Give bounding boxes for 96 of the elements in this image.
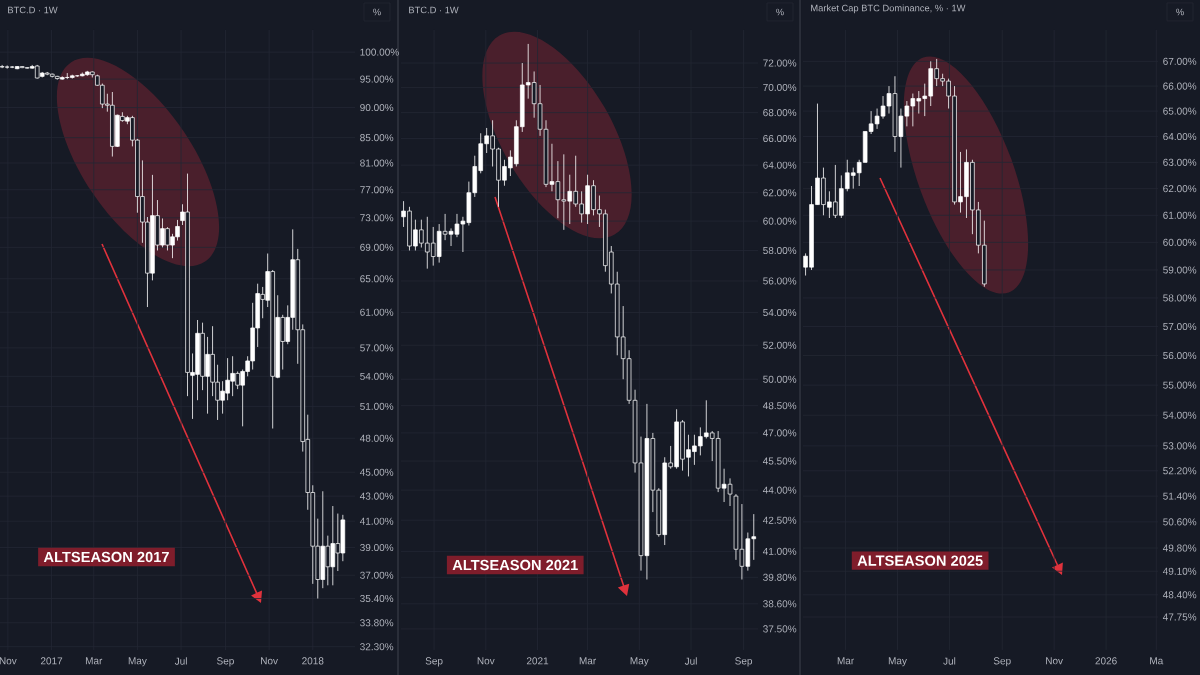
chart-title: BTC.D · 1W	[409, 6, 459, 14]
y-tick-label: 60.00%	[1163, 238, 1197, 246]
y-tick-label: 95.00%	[360, 75, 394, 83]
y-tick-label: 51.40%	[1163, 492, 1197, 500]
y-tick-label: 60.00%	[763, 217, 797, 225]
x-tick-label: May	[128, 657, 147, 667]
y-tick-label: 50.00%	[763, 375, 797, 383]
y-tick-label: 52.20%	[1163, 467, 1197, 475]
x-tick-label: Jul	[174, 657, 187, 665]
x-tick-label: Jul	[684, 657, 697, 665]
y-tick-label: 48.00%	[359, 434, 394, 442]
y-tick-label: 81.00%	[360, 159, 394, 167]
y-tick-label: 68.00%	[763, 109, 797, 117]
y-tick-label: 39.00%	[360, 543, 394, 552]
y-tick-label: 64.00%	[1163, 133, 1197, 141]
y-tick-label: 35.40%	[360, 594, 394, 603]
y-tick-label: 47.00%	[762, 429, 797, 437]
y-tick-label: 56.00%	[763, 277, 797, 285]
y-tick-label: 48.50%	[762, 402, 797, 410]
x-tick-label: Sep	[993, 657, 1011, 667]
y-tick-label: 56.00%	[1163, 352, 1197, 360]
y-tick-label: 67.00%	[1163, 57, 1197, 65]
chart-title: BTC.D · 1W	[8, 6, 58, 14]
y-tick-label: 90.00%	[360, 104, 394, 112]
y-tick-label: 49.10%	[1162, 567, 1197, 575]
annotation: ALTSEASON 2017	[43, 551, 169, 563]
y-tick-label: 63.00%	[1163, 158, 1197, 166]
y-tick-label: 39.80%	[763, 573, 797, 581]
x-tick-label: Nov	[261, 657, 278, 665]
y-tick-label: 32.30%	[360, 643, 394, 651]
y-tick-label: 54.00%	[763, 308, 797, 317]
y-tick-label: 69.00%	[360, 243, 394, 251]
y-tick-label: 45.50%	[762, 457, 797, 465]
y-tick-label: 37.50%	[763, 625, 797, 633]
y-tick-label: 62.00%	[1163, 185, 1197, 193]
y-tick-label: 48.40%	[1162, 591, 1197, 599]
x-tick-label: Sep	[735, 657, 753, 667]
y-tick-label: 58.00%	[1163, 294, 1197, 302]
x-tick-label: Nov	[477, 657, 495, 665]
chart-title: Market Cap BTC Dominance, % · 1W	[811, 4, 966, 14]
y-tick-label: 49.80%	[1162, 544, 1197, 552]
x-tick-label: Nov	[1046, 657, 1063, 665]
x-tick-label: May	[888, 657, 907, 667]
x-tick-label: 2026	[1095, 657, 1117, 665]
annotation: ALTSEASON 2025	[857, 555, 983, 566]
y-tick-label: 53.00%	[1163, 442, 1197, 450]
y-tick-label: 41.00%	[762, 547, 797, 555]
x-tick-label: 2018	[302, 657, 324, 665]
y-tick-label: 54.00%	[1163, 411, 1197, 419]
y-tick-label: 100.00%	[360, 48, 399, 56]
y-tick-label: 33.80%	[360, 619, 394, 627]
y-tick-label: 37.00%	[360, 571, 394, 579]
text: %	[1176, 8, 1184, 16]
y-tick-label: 47.75%	[1162, 613, 1197, 621]
y-tick-label: 55.00%	[1163, 381, 1197, 389]
y-tick-label: 61.00%	[360, 308, 394, 316]
text: %	[373, 8, 381, 16]
y-tick-label: 57.00%	[1163, 323, 1197, 331]
annotation: ALTSEASON 2021	[452, 559, 578, 571]
y-tick-label: 54.00%	[360, 372, 394, 380]
x-tick-label: 2017	[40, 657, 63, 665]
y-tick-label: 51.00%	[360, 402, 394, 410]
x-tick-label: May	[630, 657, 649, 667]
x-tick-label: Mar	[579, 657, 596, 665]
y-tick-label: 65.00%	[1163, 107, 1197, 115]
y-tick-label: 50.60%	[1163, 518, 1197, 526]
y-tick-label: 65.00%	[360, 275, 394, 283]
y-tick-label: 43.00%	[359, 492, 394, 500]
y-tick-label: 52.00%	[763, 341, 797, 349]
y-tick-label: 64.00%	[763, 161, 797, 169]
y-tick-label: 38.60%	[763, 600, 797, 608]
x-tick-label: Mar	[85, 657, 103, 665]
y-tick-label: 66.00%	[1163, 82, 1197, 90]
y-tick-label: 70.00%	[763, 83, 797, 92]
y-tick-label: 44.00%	[762, 486, 797, 494]
y-tick-label: 59.00%	[1163, 266, 1197, 274]
x-tick-label: Nov	[0, 657, 17, 665]
y-tick-label: 73.00%	[360, 214, 394, 222]
y-tick-label: 45.00%	[359, 468, 394, 476]
y-tick-label: 61.00%	[1163, 211, 1197, 219]
y-tick-label: 85.00%	[360, 134, 394, 142]
x-tick-label: Sep	[217, 657, 234, 667]
x-tick-label: Ma	[1150, 657, 1164, 665]
x-tick-label: Mar	[837, 657, 855, 665]
y-tick-label: 57.00%	[360, 344, 394, 352]
x-tick-label: Sep	[425, 657, 443, 667]
text: %	[776, 8, 784, 16]
y-tick-label: 62.00%	[763, 189, 797, 197]
y-tick-label: 41.00%	[359, 517, 394, 525]
y-tick-label: 66.00%	[763, 134, 797, 143]
y-tick-label: 42.50%	[762, 516, 797, 524]
y-tick-label: 77.00%	[360, 186, 394, 194]
x-tick-label: Jul	[943, 657, 956, 665]
x-tick-label: 2021	[526, 657, 549, 665]
y-tick-label: 58.00%	[763, 246, 797, 255]
y-tick-label: 72.00%	[763, 59, 797, 67]
